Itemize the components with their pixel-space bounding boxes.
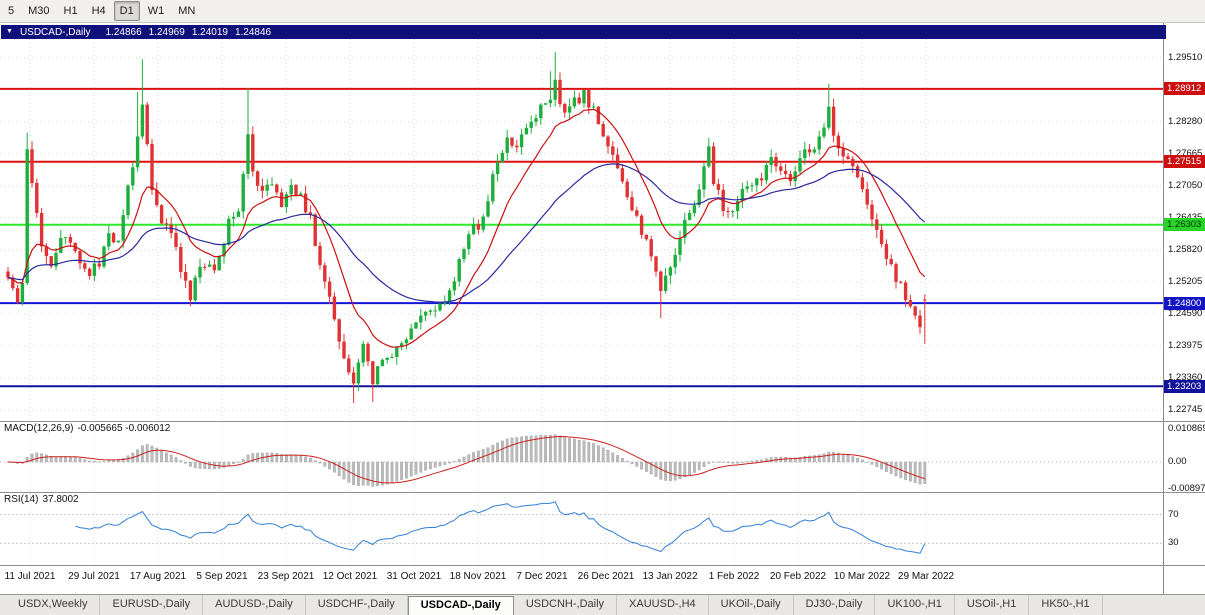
macd-axis-label: 0.010869 xyxy=(1168,423,1205,435)
rsi-axis-label: 30 xyxy=(1168,537,1179,549)
date-axis-label[interactable]: 1 Feb 2022 xyxy=(708,571,760,582)
ohlc-high: 1.24969 xyxy=(148,26,185,38)
date-axis-label[interactable]: 12 Oct 2021 xyxy=(322,571,378,582)
rsi-value: 37.8002 xyxy=(42,494,79,505)
timeframe-button-mn[interactable]: MN xyxy=(178,5,196,17)
price-axis-label: 1.29510 xyxy=(1168,51,1203,63)
rsi-name: RSI(14) xyxy=(4,494,39,505)
price-axis-label: 1.23975 xyxy=(1168,340,1203,352)
date-axis-label[interactable]: 18 Nov 2021 xyxy=(449,571,507,582)
collapse-caret-icon[interactable]: ▼ xyxy=(6,28,13,35)
chart-title-bar[interactable]: ▼ USDCAD-,Daily 1.24866 1.24969 1.24019 … xyxy=(1,25,1166,39)
chart-tab-usdcnh-daily[interactable]: USDCNH-,Daily xyxy=(514,595,618,615)
rsi-panel-canvas[interactable] xyxy=(0,493,1163,565)
ohlc-close: 1.24846 xyxy=(234,26,272,38)
price-axis-label: 1.24590 xyxy=(1168,308,1203,319)
price-level-badge: 1.26303 xyxy=(1164,218,1205,232)
chart-tab-usdchf-daily[interactable]: USDCHF-,Daily xyxy=(306,595,408,615)
date-axis-label[interactable]: 13 Jan 2022 xyxy=(642,571,698,582)
chart-tab-eurusd-daily[interactable]: EURUSD-,Daily xyxy=(100,595,204,615)
chart-tab-bar: USDX,Weekly EURUSD-,Daily AUDUSD-,Daily USD… xyxy=(0,594,1205,615)
rsi-axis-label: 70 xyxy=(1168,508,1179,520)
chart-tab-usdcad-daily[interactable]: USDCAD-,Daily xyxy=(407,596,514,615)
chart-tab-uk100-h1[interactable]: UK100-,H1 xyxy=(875,595,955,615)
ohlc-open: 1.24866 xyxy=(105,26,142,38)
timeframe-button-5[interactable]: 5 xyxy=(8,5,15,17)
price-axis-label: 1.23360 xyxy=(1168,372,1203,384)
timeframe-button-w1[interactable]: W1 xyxy=(147,5,165,17)
price-axis-label: 1.25820 xyxy=(1168,243,1203,255)
chart-window: ▼ USDCAD-,Daily 1.24866 1.24969 1.24019 … xyxy=(0,22,1205,595)
date-axis-label[interactable]: 7 Dec 2021 xyxy=(516,571,568,582)
price-chart-canvas[interactable] xyxy=(0,39,1163,421)
timeframe-button-h1[interactable]: H1 xyxy=(63,5,78,17)
date-axis-divider xyxy=(0,565,1205,566)
timeframe-button-d1[interactable]: D1 xyxy=(113,1,140,21)
price-level-badge: 1.27515 xyxy=(1164,155,1205,169)
date-axis-label[interactable]: 11 Jul 2021 xyxy=(4,571,56,582)
date-axis-label[interactable]: 29 Jul 2021 xyxy=(68,571,120,582)
price-axis-label: 1.22745 xyxy=(1168,404,1203,416)
date-axis-label[interactable]: 31 Oct 2021 xyxy=(386,571,442,582)
date-axis-label[interactable]: 26 Dec 2021 xyxy=(577,571,635,582)
timeframe-toolbar: 5 M30 H1 H4 D1 W1 MN xyxy=(0,0,1205,23)
price-level-badge: 1.24800 xyxy=(1164,296,1205,310)
price-axis-label: 1.27665 xyxy=(1168,147,1203,159)
rsi-panel-divider[interactable] xyxy=(0,492,1205,493)
date-axis-label[interactable]: 17 Aug 2021 xyxy=(129,571,187,582)
macd-panel-canvas[interactable] xyxy=(0,422,1163,492)
timeframe-button-m30[interactable]: M30 xyxy=(28,5,50,17)
macd-name: MACD(12,26,9) xyxy=(4,423,74,434)
macd-panel-divider[interactable] xyxy=(0,421,1205,422)
price-axis-label: 1.27050 xyxy=(1168,179,1203,191)
macd-axis-label: -0.008974 xyxy=(1168,482,1205,494)
price-axis-label: 1.28280 xyxy=(1168,115,1203,127)
chart-tab-ukoil-daily[interactable]: UKOil-,Daily xyxy=(709,595,794,615)
rsi-indicator-label: RSI(14) 37.8002 xyxy=(4,494,79,505)
chart-tab-usoil-h1[interactable]: USOil-,H1 xyxy=(955,595,1030,615)
macd-values: -0.005665 -0.006012 xyxy=(77,423,171,434)
chart-tab-usdx-weekly[interactable]: USDX,Weekly xyxy=(6,595,101,615)
date-axis-label[interactable]: 10 Mar 2022 xyxy=(833,571,891,582)
date-axis-label[interactable]: 5 Sep 2021 xyxy=(196,571,248,582)
macd-axis-label: 0.00 xyxy=(1168,456,1187,467)
date-axis-label[interactable]: 29 Mar 2022 xyxy=(897,571,955,582)
chart-tab-audusd-daily[interactable]: AUDUSD-,Daily xyxy=(203,595,306,615)
macd-indicator-label: MACD(12,26,9) -0.005665 -0.006012 xyxy=(4,423,170,434)
timeframe-button-h4[interactable]: H4 xyxy=(91,5,106,17)
price-level-badge: 1.28912 xyxy=(1164,82,1205,96)
ohlc-low: 1.24019 xyxy=(191,26,228,38)
date-axis-label[interactable]: 20 Feb 2022 xyxy=(769,571,827,582)
price-axis-label: 1.25205 xyxy=(1168,275,1203,287)
date-axis-label[interactable]: 23 Sep 2021 xyxy=(257,571,315,582)
chart-symbol-label: USDCAD-,Daily xyxy=(19,26,91,38)
chart-tab-hk50-h1[interactable]: HK50-,H1 xyxy=(1029,595,1103,615)
chart-tab-dj30-daily[interactable]: DJ30-,Daily xyxy=(794,595,876,615)
chart-tab-xauusd-h4[interactable]: XAUUSD-,H4 xyxy=(617,595,709,615)
price-axis-label: 1.26435 xyxy=(1168,212,1202,223)
price-level-badge: 1.23203 xyxy=(1164,379,1205,393)
